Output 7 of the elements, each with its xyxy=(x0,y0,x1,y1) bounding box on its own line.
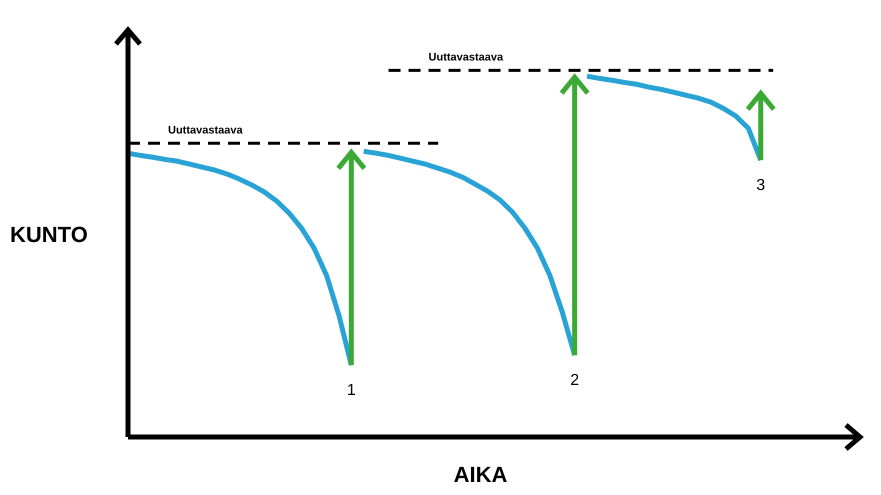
annotation: 3 xyxy=(756,177,766,194)
series-label: Uuttavastaava xyxy=(168,124,244,136)
y-axis-title: KUNTO xyxy=(10,222,88,248)
series-label: Uuttavastaava xyxy=(428,51,504,64)
annotation: 1 xyxy=(346,382,356,400)
annotation: 2 xyxy=(570,372,580,390)
x-axis-title: AIKA xyxy=(452,462,508,488)
